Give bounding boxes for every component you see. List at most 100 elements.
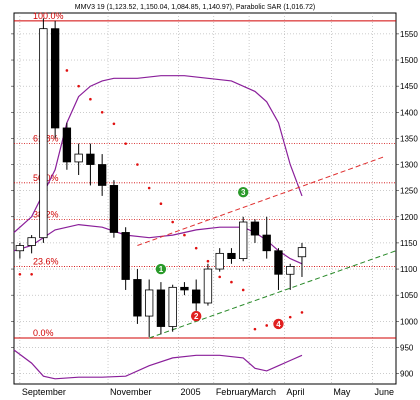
y-tick-label: 1400 <box>400 108 418 117</box>
sar-dot <box>230 280 233 284</box>
y-tick-label: 950 <box>400 343 414 352</box>
candle <box>121 227 130 290</box>
candle-body <box>109 185 119 233</box>
x-tick-label: November <box>110 387 152 397</box>
candle-body <box>215 252 224 270</box>
candle-body <box>297 247 307 258</box>
chart-title: MMV3 19 (1,123.52, 1,150.04, 1,084.85, 1… <box>75 4 316 11</box>
sar-dot <box>265 324 269 327</box>
candle-body <box>133 279 142 317</box>
candle <box>86 143 95 186</box>
annotation-marker <box>155 263 167 275</box>
sar-dot <box>18 272 22 276</box>
y-tick-label: 1050 <box>400 291 418 300</box>
x-tick-label: March <box>251 387 276 397</box>
annotation-layer: 1 2 3 4 <box>155 187 284 330</box>
candle-body <box>121 232 130 280</box>
lower-band-line <box>13 349 303 380</box>
y-tick-label: 1350 <box>400 134 418 143</box>
y-tick-label: 900 <box>400 370 414 379</box>
y-tick-label: 1000 <box>400 317 418 326</box>
candle-layer <box>15 18 307 337</box>
y-tick-label: 1500 <box>400 56 418 65</box>
candle <box>145 279 154 337</box>
candle-body <box>15 245 25 252</box>
x-axis: September November 2005 February March April M… <box>22 387 394 397</box>
x-tick-label: April <box>286 387 304 397</box>
candle <box>97 154 107 196</box>
trendline <box>137 156 385 246</box>
y-tick-label: 1100 <box>400 265 418 274</box>
candle <box>27 235 36 254</box>
sar-dot <box>77 84 80 88</box>
sar-dot <box>147 186 151 190</box>
x-tick-label: February <box>216 387 253 397</box>
sar-dot <box>241 288 245 292</box>
trendline <box>149 250 397 339</box>
sar-dot <box>183 233 186 237</box>
y-axis: 9009501000105011001150120012501300135014… <box>11 30 418 379</box>
annotation-label: 2 <box>194 312 199 321</box>
sar-dot <box>300 311 304 314</box>
candle-body <box>97 164 107 186</box>
x-tick-label: September <box>22 387 66 397</box>
sar-dot <box>206 259 210 263</box>
y-tick-label: 1200 <box>400 213 418 222</box>
grid-layer <box>14 13 396 384</box>
candle <box>297 242 307 277</box>
candle <box>168 284 177 332</box>
annotation-marker <box>238 187 249 198</box>
fib-label: 0.0% <box>33 328 54 338</box>
sar-dot <box>194 246 198 250</box>
fib-label: 100.0% <box>33 11 64 21</box>
annotation-marker <box>273 318 284 330</box>
x-tick-label: 2005 <box>181 387 201 397</box>
middle-band-line <box>13 223 303 265</box>
y-tick-label: 1300 <box>400 161 418 170</box>
sar-dot <box>112 122 116 126</box>
candle-body <box>86 153 95 165</box>
sar-dot <box>30 272 33 276</box>
y-tick-label: 1550 <box>400 30 418 39</box>
candle-body <box>203 268 213 304</box>
candle <box>286 263 295 290</box>
candle-body <box>50 28 60 129</box>
candle <box>239 216 248 262</box>
sar-dot <box>65 69 69 72</box>
y-tick-label: 1250 <box>400 187 418 196</box>
candle <box>39 18 48 243</box>
candle-body <box>274 250 283 275</box>
candle-body <box>250 221 260 236</box>
candle <box>215 248 224 272</box>
candle-body <box>262 234 271 252</box>
candle <box>109 180 119 238</box>
plot-frame <box>13 12 397 385</box>
candle-body <box>39 28 48 239</box>
candle-body <box>286 266 295 275</box>
candle <box>50 20 60 139</box>
plot-border <box>13 12 397 385</box>
sar-dot <box>159 202 163 206</box>
sar-dot <box>124 142 127 145</box>
candle <box>74 143 83 175</box>
candle-body <box>156 289 166 327</box>
candle <box>250 219 260 243</box>
candle-body <box>227 252 236 259</box>
candle <box>227 248 236 264</box>
trend-layer <box>137 156 397 339</box>
y-tick-label: 1450 <box>400 82 418 91</box>
candle-body <box>74 153 83 163</box>
sar-dot <box>100 110 104 114</box>
candle <box>262 216 271 259</box>
candle <box>274 248 283 290</box>
sar-dot <box>288 315 292 319</box>
candle-body <box>145 289 154 317</box>
candle-body <box>192 289 201 304</box>
x-tick-label: May <box>333 387 351 397</box>
sar-dot <box>171 220 174 224</box>
candle <box>192 279 201 311</box>
candle <box>180 282 189 296</box>
sar-dot <box>136 163 139 166</box>
sar-dot <box>253 327 257 331</box>
